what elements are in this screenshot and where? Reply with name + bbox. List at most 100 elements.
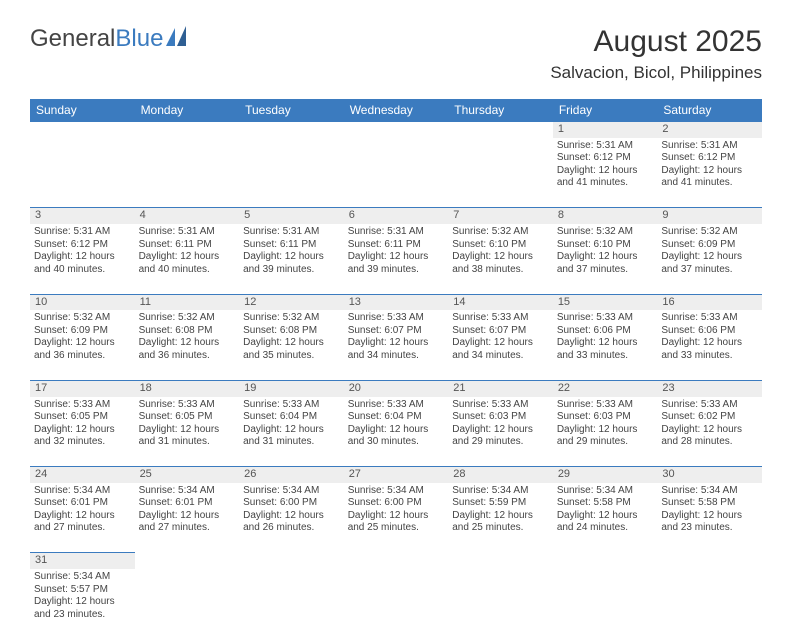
sunset-text: Sunset: 5:57 PM <box>34 584 131 597</box>
day-number <box>553 553 658 569</box>
day-number <box>344 553 449 569</box>
day-cell: Sunrise: 5:34 AMSunset: 5:57 PMDaylight:… <box>30 569 135 639</box>
day-cell: Sunrise: 5:32 AMSunset: 6:08 PMDaylight:… <box>239 310 344 380</box>
sunrise-text: Sunrise: 5:33 AM <box>348 312 445 325</box>
day-cell: Sunrise: 5:34 AMSunset: 5:59 PMDaylight:… <box>448 483 553 553</box>
day-cell: Sunrise: 5:32 AMSunset: 6:10 PMDaylight:… <box>553 224 658 294</box>
day-number: 18 <box>135 380 240 396</box>
day-cell <box>344 138 449 208</box>
day-number: 12 <box>239 294 344 310</box>
brand-blue: Blue <box>115 25 163 53</box>
day-number: 9 <box>657 208 762 224</box>
day-number: 16 <box>657 294 762 310</box>
daylight-text: Daylight: 12 hours <box>348 251 445 264</box>
calendar-table: Sunday Monday Tuesday Wednesday Thursday… <box>30 99 762 639</box>
day-number: 23 <box>657 380 762 396</box>
day-number: 14 <box>448 294 553 310</box>
day-cell <box>657 569 762 639</box>
daylight-text: Daylight: 12 hours <box>34 251 131 264</box>
day-cell: Sunrise: 5:33 AMSunset: 6:02 PMDaylight:… <box>657 397 762 467</box>
sunset-text: Sunset: 6:11 PM <box>348 239 445 252</box>
day-cell: Sunrise: 5:33 AMSunset: 6:06 PMDaylight:… <box>657 310 762 380</box>
sunrise-text: Sunrise: 5:32 AM <box>661 226 758 239</box>
daylight-text: Daylight: 12 hours <box>661 165 758 178</box>
daynum-row: 10111213141516 <box>30 294 762 310</box>
sunset-text: Sunset: 6:11 PM <box>243 239 340 252</box>
sunrise-text: Sunrise: 5:33 AM <box>557 399 654 412</box>
sunset-text: Sunset: 6:00 PM <box>243 497 340 510</box>
details-row: Sunrise: 5:33 AM Sunset: 6:05 PM Daylight:… <box>30 397 762 467</box>
title-block: August 2025 Salvacion, Bicol, Philippine… <box>550 25 762 83</box>
daylight-text: Daylight: 12 hours <box>557 251 654 264</box>
sunrise-text: Sunrise: 5:34 AM <box>452 485 549 498</box>
day-cell: Sunrise: 5:34 AMSunset: 6:01 PMDaylight:… <box>30 483 135 553</box>
sunrise-text: Sunrise: 5:31 AM <box>243 226 340 239</box>
day-number <box>135 122 240 138</box>
day-number: 3 <box>30 208 135 224</box>
day-number <box>657 553 762 569</box>
daylight-text: and 30 minutes. <box>348 436 445 449</box>
day-number: 13 <box>344 294 449 310</box>
daynum-row: 12 <box>30 122 762 138</box>
daylight-text: Daylight: 12 hours <box>661 251 758 264</box>
daylight-text: and 36 minutes. <box>34 350 131 363</box>
day-number: 27 <box>344 467 449 483</box>
sunrise-text: Sunrise: 5:34 AM <box>557 485 654 498</box>
daylight-text: Daylight: 12 hours <box>661 424 758 437</box>
sunrise-text: Sunrise: 5:33 AM <box>348 399 445 412</box>
sunset-text: Sunset: 5:58 PM <box>557 497 654 510</box>
day-cell: Sunrise: 5:33 AMSunset: 6:07 PMDaylight:… <box>448 310 553 380</box>
daylight-text: and 35 minutes. <box>243 350 340 363</box>
col-wednesday: Wednesday <box>344 99 449 122</box>
day-cell <box>239 138 344 208</box>
daylight-text: and 28 minutes. <box>661 436 758 449</box>
daylight-text: and 23 minutes. <box>34 609 131 622</box>
day-cell: Sunrise: 5:34 AMSunset: 6:00 PMDaylight:… <box>344 483 449 553</box>
daylight-text: Daylight: 12 hours <box>34 337 131 350</box>
day-cell: Sunrise: 5:33 AMSunset: 6:07 PMDaylight:… <box>344 310 449 380</box>
sunrise-text: Sunrise: 5:32 AM <box>243 312 340 325</box>
daylight-text: and 39 minutes. <box>348 264 445 277</box>
daylight-text: Daylight: 12 hours <box>348 510 445 523</box>
day-number: 26 <box>239 467 344 483</box>
day-number: 28 <box>448 467 553 483</box>
sunrise-text: Sunrise: 5:34 AM <box>243 485 340 498</box>
daylight-text: Daylight: 12 hours <box>557 510 654 523</box>
sunset-text: Sunset: 6:06 PM <box>661 325 758 338</box>
day-cell: Sunrise: 5:34 AMSunset: 6:01 PMDaylight:… <box>135 483 240 553</box>
col-friday: Friday <box>553 99 658 122</box>
daylight-text: Daylight: 12 hours <box>34 510 131 523</box>
sunset-text: Sunset: 5:58 PM <box>661 497 758 510</box>
sunset-text: Sunset: 6:04 PM <box>243 411 340 424</box>
daylight-text: Daylight: 12 hours <box>661 510 758 523</box>
day-cell: Sunrise: 5:34 AMSunset: 5:58 PMDaylight:… <box>657 483 762 553</box>
daylight-text: and 41 minutes. <box>661 177 758 190</box>
sunset-text: Sunset: 6:08 PM <box>243 325 340 338</box>
sunrise-text: Sunrise: 5:34 AM <box>348 485 445 498</box>
sunset-text: Sunset: 6:05 PM <box>139 411 236 424</box>
daylight-text: and 27 minutes. <box>34 522 131 535</box>
day-cell: Sunrise: 5:31 AMSunset: 6:12 PMDaylight:… <box>553 138 658 208</box>
day-number: 5 <box>239 208 344 224</box>
day-cell: Sunrise: 5:32 AMSunset: 6:10 PMDaylight:… <box>448 224 553 294</box>
col-sunday: Sunday <box>30 99 135 122</box>
daylight-text: and 41 minutes. <box>557 177 654 190</box>
daylight-text: and 29 minutes. <box>557 436 654 449</box>
page-title: August 2025 <box>550 25 762 59</box>
sunrise-text: Sunrise: 5:33 AM <box>34 399 131 412</box>
day-number: 17 <box>30 380 135 396</box>
sunset-text: Sunset: 6:08 PM <box>139 325 236 338</box>
sunset-text: Sunset: 6:00 PM <box>348 497 445 510</box>
sunrise-text: Sunrise: 5:32 AM <box>34 312 131 325</box>
col-saturday: Saturday <box>657 99 762 122</box>
details-row: Sunrise: 5:34 AMSunset: 5:57 PMDaylight:… <box>30 569 762 639</box>
sunset-text: Sunset: 6:09 PM <box>661 239 758 252</box>
sunrise-text: Sunrise: 5:33 AM <box>661 312 758 325</box>
day-cell <box>135 569 240 639</box>
day-number <box>30 122 135 138</box>
daylight-text: and 29 minutes. <box>452 436 549 449</box>
brand-general: General <box>30 25 115 53</box>
sunrise-text: Sunrise: 5:34 AM <box>34 571 131 584</box>
day-cell: Sunrise: 5:33 AMSunset: 6:03 PMDaylight:… <box>553 397 658 467</box>
daylight-text: and 37 minutes. <box>661 264 758 277</box>
